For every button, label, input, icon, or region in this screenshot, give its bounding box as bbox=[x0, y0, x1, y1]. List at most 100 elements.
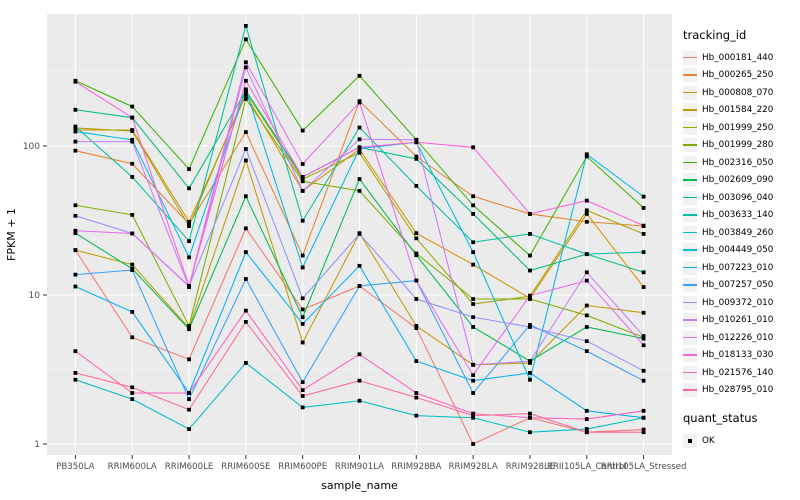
legend-item: Hb_003096_040 bbox=[683, 189, 798, 207]
data-point bbox=[528, 415, 532, 420]
data-point bbox=[243, 194, 248, 199]
data-point bbox=[414, 236, 419, 241]
data-point bbox=[471, 262, 476, 267]
data-point bbox=[471, 145, 476, 150]
data-point bbox=[471, 240, 476, 245]
legend-item: Hb_003849_260 bbox=[683, 224, 798, 242]
data-point bbox=[243, 93, 248, 97]
data-point bbox=[528, 232, 532, 236]
quant-ok-key-icon bbox=[683, 433, 697, 448]
legend-title-quant-status: quant_status bbox=[683, 411, 758, 425]
data-point bbox=[243, 147, 248, 151]
legend-label: Hb_001999_250 bbox=[702, 122, 774, 133]
data-point bbox=[187, 222, 191, 226]
data-point bbox=[641, 378, 646, 383]
x-tick-label: RRII105LA_Control bbox=[547, 462, 627, 472]
legend-key-icon bbox=[683, 260, 697, 275]
data-point bbox=[584, 198, 589, 203]
legend-key-icon bbox=[683, 85, 697, 100]
data-point bbox=[243, 60, 248, 65]
data-point bbox=[300, 265, 305, 270]
data-point bbox=[641, 223, 646, 228]
data-point bbox=[414, 183, 419, 188]
data-point bbox=[187, 427, 191, 431]
data-point bbox=[641, 310, 646, 315]
data-point bbox=[130, 335, 135, 340]
legend-label: Hb_002316_050 bbox=[702, 157, 774, 168]
data-point bbox=[243, 130, 248, 134]
data-point bbox=[187, 224, 191, 229]
data-point bbox=[641, 285, 646, 289]
data-point bbox=[414, 231, 419, 236]
data-point bbox=[471, 325, 476, 329]
legend-key-icon bbox=[683, 348, 697, 363]
data-point bbox=[641, 250, 646, 255]
legend-key-icon bbox=[683, 225, 697, 240]
y-tick-label: 100 bbox=[23, 142, 40, 152]
legend-item: Hb_004449_050 bbox=[683, 242, 798, 260]
data-point bbox=[357, 137, 362, 142]
data-point bbox=[243, 226, 248, 231]
data-point bbox=[300, 380, 305, 385]
data-point bbox=[528, 371, 532, 375]
data-point bbox=[187, 357, 191, 362]
data-point bbox=[73, 284, 78, 289]
x-tick-label: RRIM928BA bbox=[391, 462, 441, 472]
data-point bbox=[130, 175, 135, 179]
data-point bbox=[357, 145, 362, 150]
data-point bbox=[300, 188, 305, 193]
data-point bbox=[528, 212, 532, 216]
legend-key-icon bbox=[683, 173, 697, 188]
data-point bbox=[187, 167, 191, 171]
data-point bbox=[471, 373, 476, 378]
data-point bbox=[471, 194, 476, 199]
data-point bbox=[641, 270, 646, 275]
data-point bbox=[584, 252, 589, 257]
data-point bbox=[528, 411, 532, 416]
data-point bbox=[73, 248, 78, 253]
x-tick-label: RRIM901LA bbox=[335, 462, 384, 472]
legend-item-list: Hb_000181_440 Hb_000265_250 Hb_000808_070 H… bbox=[683, 49, 798, 399]
data-point bbox=[357, 378, 362, 383]
data-point bbox=[584, 278, 589, 283]
legend-key-icon bbox=[683, 208, 697, 223]
data-point bbox=[243, 158, 248, 163]
x-axis-title: sample_name bbox=[321, 479, 398, 492]
legend-label: Hb_002609_090 bbox=[702, 175, 774, 186]
legend-label: Hb_012226_010 bbox=[702, 332, 774, 343]
data-point bbox=[130, 139, 135, 144]
x-tick-label: RRIM600SE bbox=[221, 462, 270, 472]
legend-item: Hb_010261_010 bbox=[683, 312, 798, 330]
data-point bbox=[528, 359, 532, 364]
data-point bbox=[357, 177, 362, 181]
data-point bbox=[73, 139, 78, 144]
data-point bbox=[584, 325, 589, 329]
data-point bbox=[300, 179, 305, 184]
data-point bbox=[641, 336, 646, 341]
data-point bbox=[130, 391, 135, 395]
data-point bbox=[73, 79, 78, 84]
x-tick-label: RRIM600LA bbox=[108, 462, 157, 472]
data-point bbox=[357, 150, 362, 155]
data-point bbox=[584, 303, 589, 308]
legend: tracking_id Hb_000181_440 Hb_000265_250 Hb… bbox=[683, 28, 798, 450]
data-point bbox=[130, 268, 135, 272]
legend-quant-status: quant_status OK bbox=[683, 411, 798, 450]
data-point bbox=[187, 324, 191, 328]
legend-label: Hb_001584_220 bbox=[702, 105, 774, 116]
data-point bbox=[357, 352, 362, 357]
data-point bbox=[584, 154, 589, 159]
data-point bbox=[187, 255, 191, 260]
legend-label: Hb_021576_140 bbox=[702, 367, 774, 378]
legend-item: Hb_007257_050 bbox=[683, 277, 798, 295]
legend-label: OK bbox=[702, 435, 715, 446]
legend-item: Hb_012226_010 bbox=[683, 329, 798, 347]
data-point bbox=[300, 177, 305, 181]
data-point bbox=[73, 124, 78, 129]
data-point bbox=[243, 97, 248, 101]
legend-label: Hb_007223_010 bbox=[702, 262, 774, 273]
y-axis-title: FPKM + 1 bbox=[5, 208, 18, 261]
legend-key-icon bbox=[683, 278, 697, 293]
y-tick-label: 1 bbox=[34, 440, 40, 450]
